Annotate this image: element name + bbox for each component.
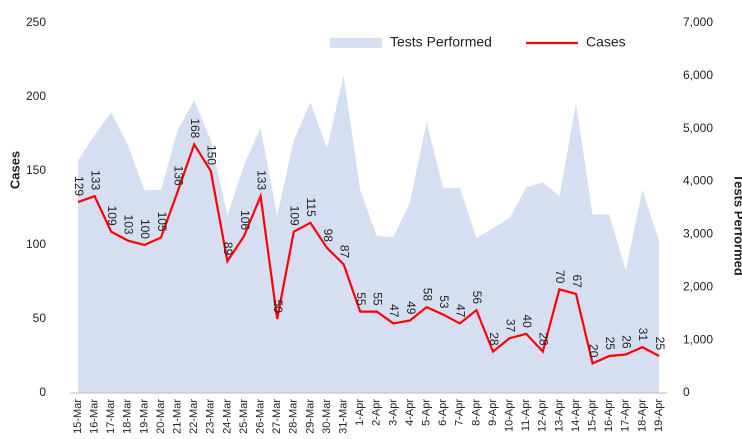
x-tick-label: 29-Mar <box>304 399 316 434</box>
data-label: 47 <box>387 304 401 318</box>
x-tick-label: 5-Apr <box>421 399 433 426</box>
x-tick-label: 4-Apr <box>404 399 416 426</box>
x-tick-label: 13-Apr <box>553 399 565 432</box>
data-label: 98 <box>321 229 335 243</box>
x-tick-label: 22-Mar <box>188 399 200 434</box>
data-label: 37 <box>503 319 517 333</box>
data-label: 28 <box>537 332 551 346</box>
data-label: 47 <box>454 304 468 318</box>
x-tick-label: 18-Mar <box>122 399 134 434</box>
x-tick-label: 16-Mar <box>89 399 101 434</box>
data-label: 55 <box>371 292 385 306</box>
x-tick-label: 9-Apr <box>487 399 499 426</box>
data-label: 129 <box>72 176 86 196</box>
x-tick-label: 21-Mar <box>172 399 184 434</box>
data-label: 105 <box>155 212 169 232</box>
y-tick-label: 250 <box>26 15 46 29</box>
x-tick-label: 16-Apr <box>603 399 615 432</box>
data-label: 67 <box>570 274 584 288</box>
x-tick-label: 19-Mar <box>138 399 150 434</box>
x-tick-label: 8-Apr <box>470 399 482 426</box>
data-label: 28 <box>487 332 501 346</box>
x-tick-label: 17-Apr <box>620 399 632 432</box>
y2-tick-label: 2,000 <box>683 279 713 293</box>
y-tick-label: 0 <box>39 385 46 399</box>
y2-tick-label: 7,000 <box>683 15 713 29</box>
x-tick-label: 26-Mar <box>255 399 267 434</box>
x-tick-label: 10-Apr <box>504 399 516 432</box>
data-label: 100 <box>138 219 152 239</box>
data-label: 20 <box>586 344 600 358</box>
data-label: 106 <box>238 210 252 230</box>
x-tick-label: 27-Mar <box>271 399 283 434</box>
data-label: 89 <box>221 242 235 256</box>
data-label: 168 <box>188 118 202 138</box>
legend-label: Tests Performed <box>390 34 492 50</box>
y-tick-label: 150 <box>26 163 46 177</box>
x-tick-label: 7-Apr <box>454 399 466 426</box>
line <box>77 141 660 365</box>
x-tick-label: 25-Mar <box>238 399 250 434</box>
data-label: 109 <box>105 206 119 226</box>
y-tick-label: 200 <box>26 89 46 103</box>
y-axis-title: Cases <box>7 151 22 189</box>
x-tick-label: 15-Mar <box>72 399 84 434</box>
y2-axis-title: Tests Performed <box>732 174 742 276</box>
x-tick-label: 30-Mar <box>321 399 333 434</box>
area <box>78 75 659 393</box>
data-label: 31 <box>636 328 650 342</box>
y2-tick-label: 1,000 <box>683 332 713 346</box>
x-tick-label: 2-Apr <box>371 399 383 426</box>
y2-tick-label: 4,000 <box>683 174 713 188</box>
data-label: 49 <box>404 301 418 315</box>
y2-tick-label: 0 <box>683 385 690 399</box>
legend-label: Cases <box>586 34 626 50</box>
x-tick-label: 19-Apr <box>653 399 665 432</box>
data-label: 136 <box>171 166 185 186</box>
data-label: 40 <box>520 314 534 328</box>
x-tick-label: 3-Apr <box>387 399 399 426</box>
data-label: 115 <box>304 198 318 217</box>
data-label: 133 <box>254 170 268 190</box>
data-label: 56 <box>470 291 484 305</box>
x-tick-label: 23-Mar <box>205 399 217 434</box>
y-tick-label: 100 <box>26 237 46 251</box>
y2-tick-label: 3,000 <box>683 227 713 241</box>
x-tick-label: 28-Mar <box>288 399 300 434</box>
legend-swatch <box>330 38 382 48</box>
x-tick-label: 31-Mar <box>338 399 350 434</box>
y2-tick-label: 6,000 <box>683 68 713 82</box>
data-label: 58 <box>420 288 434 302</box>
y-tick-label: 50 <box>33 311 47 325</box>
data-label: 87 <box>337 245 351 259</box>
x-tick-label: 15-Apr <box>587 399 599 432</box>
data-label: 50 <box>271 300 285 314</box>
x-tick-label: 24-Mar <box>221 399 233 434</box>
data-label: 25 <box>653 337 667 351</box>
y2-tick-label: 5,000 <box>683 121 713 135</box>
data-label: 103 <box>122 215 136 235</box>
data-label: 133 <box>88 170 102 190</box>
x-tick-label: 12-Apr <box>537 399 549 432</box>
data-label: 70 <box>553 270 567 284</box>
x-tick-label: 6-Apr <box>437 399 449 426</box>
data-label: 150 <box>205 145 219 165</box>
data-label: 25 <box>603 337 617 351</box>
x-tick-label: 1-Apr <box>354 399 366 426</box>
x-tick-label: 11-Apr <box>520 399 532 432</box>
x-tick-label: 14-Apr <box>570 399 582 432</box>
data-label: 55 <box>354 292 368 306</box>
data-label: 109 <box>288 206 302 226</box>
data-label: 53 <box>437 295 451 309</box>
x-tick-label: 20-Mar <box>155 399 167 434</box>
x-tick-label: 17-Mar <box>105 399 117 434</box>
x-tick-label: 18-Apr <box>636 399 648 432</box>
data-label: 26 <box>620 335 634 349</box>
